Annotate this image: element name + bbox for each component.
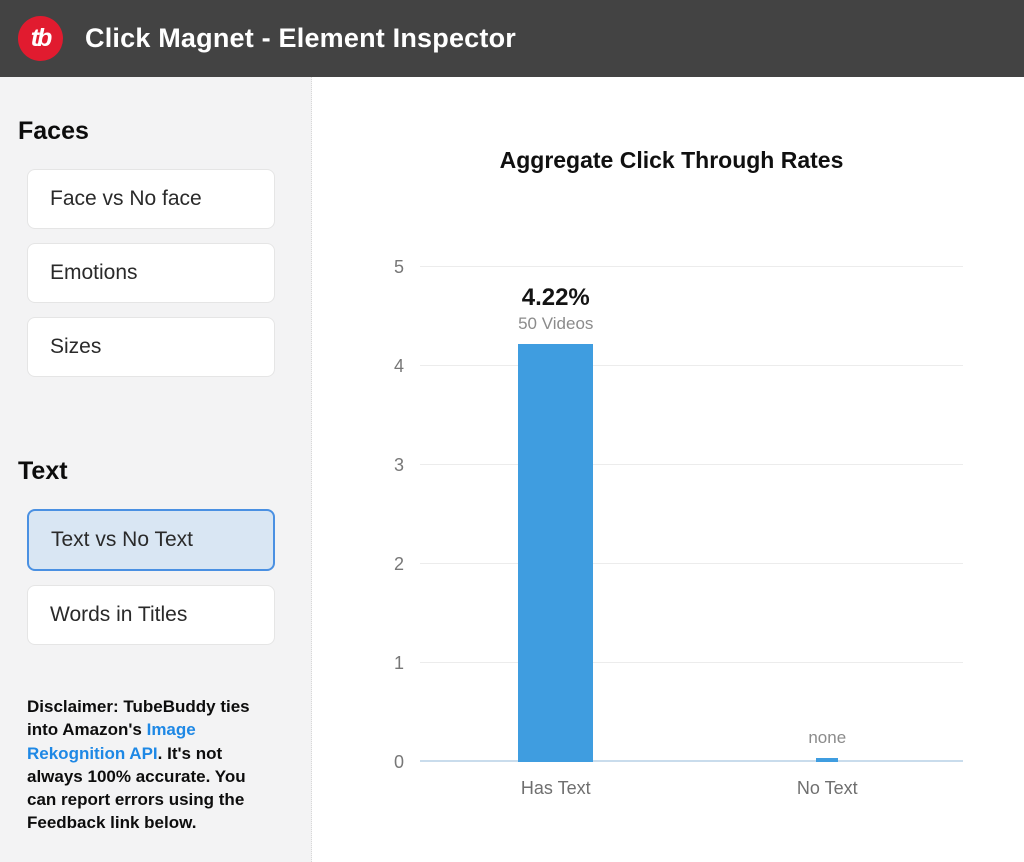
disclaimer-body-1: TubeBuddy ties into Amazon's — [27, 697, 250, 740]
x-axis-baseline — [420, 760, 963, 762]
gridline — [420, 365, 963, 366]
bar-annotation: 4.22% 50 Videos — [518, 285, 593, 334]
sidebar-item-sizes[interactable]: Sizes — [27, 317, 275, 377]
y-tick-label: 4 — [393, 356, 404, 376]
app-header: tb Click Magnet - Element Inspector — [0, 0, 1024, 77]
gridline — [420, 266, 963, 267]
chart-panel: Aggregate Click Through Rates 0 1 2 3 4 5 4.22… — [312, 77, 1024, 862]
chart-plot: 0 1 2 3 4 5 4.22% 50 Videos Has Text none No Text — [394, 258, 963, 798]
bar-annotation: none — [808, 726, 846, 748]
tubebuddy-logo-icon: tb — [18, 16, 63, 61]
logo-text: tb — [30, 24, 53, 52]
y-tick-label: 1 — [393, 653, 404, 673]
sidebar-section-heading-text: Text — [18, 457, 68, 485]
bar-has-text — [518, 344, 594, 762]
y-tick-label: 5 — [393, 257, 404, 277]
sidebar-item-words-in-titles[interactable]: Words in Titles — [27, 585, 275, 645]
y-tick-label: 0 — [393, 752, 404, 772]
sidebar: Faces Face vs No face Emotions Sizes Tex… — [0, 77, 312, 862]
page-title: Click Magnet - Element Inspector — [85, 23, 516, 53]
x-tick-label: Has Text — [520, 778, 591, 798]
disclaimer-prefix: Disclaimer: — [27, 697, 119, 716]
bar-no-text — [816, 758, 839, 762]
chart-title: Aggregate Click Through Rates — [499, 147, 844, 173]
bar-value-label: 4.22% — [521, 284, 590, 312]
sidebar-item-text-vs-no-text[interactable]: Text vs No Text — [27, 509, 275, 571]
gridline — [420, 563, 963, 564]
y-tick-label: 2 — [393, 554, 404, 574]
rekognition-api-link[interactable]: Image Rekognition API — [27, 720, 196, 763]
sidebar-section-heading-faces: Faces — [18, 117, 89, 145]
disclaimer-body-2: . It's not always 100% accurate. You can… — [27, 743, 246, 833]
gridline — [420, 464, 963, 465]
bar-sub-label: 50 Videos — [518, 313, 594, 333]
sidebar-item-face-vs-no-face[interactable]: Face vs No face — [27, 169, 275, 229]
y-tick-label: 3 — [393, 455, 404, 475]
bar-sub-label: none — [808, 727, 847, 747]
x-tick-label: No Text — [796, 778, 858, 798]
sidebar-item-emotions[interactable]: Emotions — [27, 243, 275, 303]
disclaimer-text: Disclaimer: TubeBuddy ties into Amazon's… — [27, 695, 279, 835]
gridline — [420, 662, 963, 663]
